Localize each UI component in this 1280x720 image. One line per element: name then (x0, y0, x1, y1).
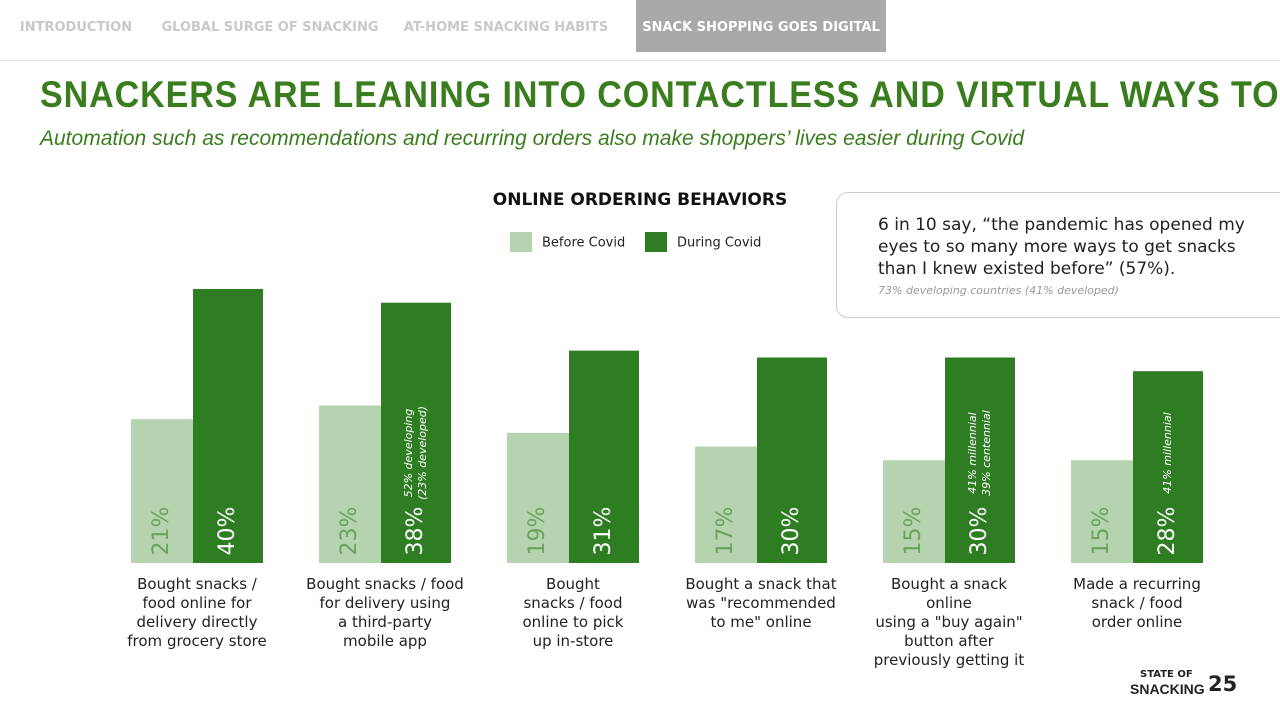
value-label: 17% (713, 507, 738, 556)
bar-note: 52% developing (402, 409, 415, 498)
legend-swatch (510, 232, 532, 252)
callout-box (836, 192, 1280, 318)
value-label: 31% (591, 507, 616, 556)
category-label: Bought a snack online using a "buy again… (873, 575, 1025, 669)
value-label: 40% (215, 507, 240, 556)
bar-note: 41% millennial (1161, 412, 1174, 493)
category-label: Bought snacks / food online to pick up i… (522, 575, 624, 650)
legend-label: Before Covid (542, 236, 625, 251)
bar (319, 405, 381, 563)
bar (757, 357, 827, 563)
nav-tab[interactable]: GLOBAL SURGE OF SNACKING (161, 20, 379, 35)
nav-tab[interactable]: INTRODUCTION (19, 20, 133, 35)
slide-subtitle: Automation such as recommendations and r… (40, 127, 1024, 150)
callout-note: 73% developing countries (41% developed) (878, 284, 1119, 297)
value-label: 15% (1089, 507, 1114, 556)
bar (507, 432, 569, 563)
brand-bottom: SNACKING (1130, 681, 1205, 697)
chart-title: ONLINE ORDERING BEHAVIORS (493, 190, 787, 210)
nav-tab[interactable]: AT-HOME SNACKING HABITS (403, 20, 609, 35)
callout-quote: 6 in 10 say, “the pandemic has opened my… (878, 215, 1245, 279)
value-label: 30% (779, 507, 804, 556)
bar (131, 419, 193, 563)
value-label: 21% (149, 507, 174, 556)
value-label: 19% (525, 507, 550, 556)
nav-divider (0, 60, 1280, 61)
bar (883, 460, 945, 563)
legend-swatch (645, 232, 667, 252)
category-label: Made a recurring snack / food order onli… (1073, 575, 1201, 631)
bar (569, 350, 639, 563)
nav-tab-active[interactable]: SNACK SHOPPING GOES DIGITAL (636, 0, 886, 52)
legend-label: During Covid (677, 236, 761, 251)
bar-note: (23% developed) (416, 406, 429, 500)
value-label: 38% (403, 507, 428, 556)
category-label: Bought snacks / food for delivery using … (306, 575, 464, 650)
value-label: 15% (901, 507, 926, 556)
value-label: 30% (967, 507, 992, 556)
bar (193, 289, 263, 563)
slide-title: SNACKERS ARE LEANING INTO CONTACTLESS AN… (40, 74, 1280, 115)
brand-top: STATE OF (1140, 669, 1193, 680)
value-label: 23% (337, 507, 362, 556)
bar (695, 446, 757, 563)
value-label: 28% (1155, 507, 1180, 556)
bar (1133, 371, 1203, 563)
bar-note: 39% centennial (980, 410, 993, 496)
bar (1071, 460, 1133, 563)
bar (945, 357, 1015, 563)
category-label: Bought snacks / food online for delivery… (127, 575, 267, 650)
page-number: 25 (1208, 672, 1238, 696)
category-label: Bought a snack that was "recommended to … (685, 575, 837, 631)
bar-note: 41% millennial (966, 412, 979, 493)
bar (381, 302, 451, 563)
